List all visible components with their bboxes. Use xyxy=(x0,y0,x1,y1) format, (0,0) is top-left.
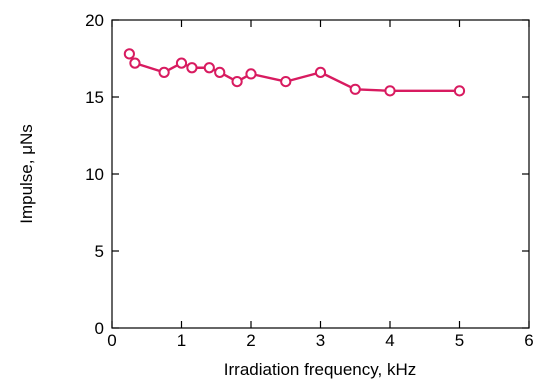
data-point xyxy=(314,66,327,78)
data-point xyxy=(175,57,188,69)
data-point xyxy=(186,62,198,74)
data-point xyxy=(158,66,170,78)
y-tick-label: 10 xyxy=(85,165,104,184)
x-ticks: 0 1 2 3 4 5 6 xyxy=(107,20,534,350)
y-ticks: 0 5 10 15 20 xyxy=(85,11,529,338)
data-point xyxy=(245,68,257,80)
x-tick-label: 6 xyxy=(524,331,533,350)
data-point xyxy=(453,85,466,97)
data-point xyxy=(384,85,396,97)
x-tick-label: 2 xyxy=(246,331,255,350)
y-tick-label: 5 xyxy=(95,242,104,261)
y-tick-label: 15 xyxy=(85,88,104,107)
data-point xyxy=(129,57,141,69)
data-point xyxy=(203,62,215,74)
data-point xyxy=(349,83,361,95)
x-axis-title: Irradiation frequency, kHz xyxy=(224,360,416,379)
x-tick-label: 5 xyxy=(455,331,464,350)
x-tick-label: 1 xyxy=(177,331,186,350)
y-axis-title: Impulse, μNs xyxy=(17,124,36,224)
series-layer xyxy=(123,48,466,97)
x-tick-label: 0 xyxy=(107,331,116,350)
data-point xyxy=(280,76,292,88)
x-tick-label: 3 xyxy=(316,331,325,350)
y-tick-label: 20 xyxy=(85,11,104,30)
data-point xyxy=(123,48,135,60)
y-tick-label: 0 xyxy=(95,319,104,338)
x-tick-label: 4 xyxy=(385,331,394,350)
data-point xyxy=(231,76,243,88)
data-point xyxy=(214,66,226,78)
